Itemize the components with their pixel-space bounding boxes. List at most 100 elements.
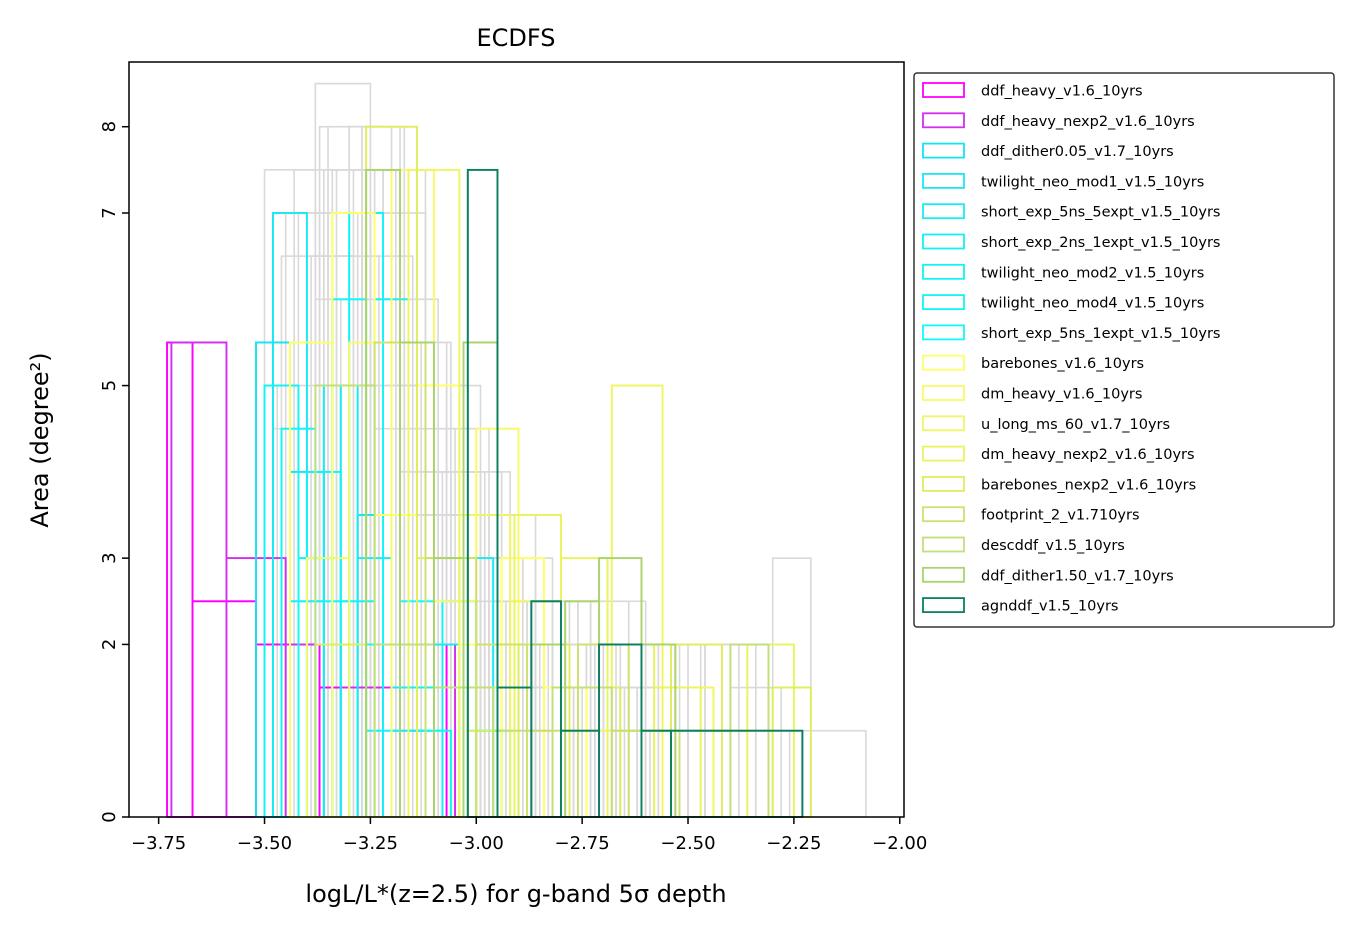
legend-swatch <box>922 597 965 613</box>
series-13 <box>314 125 812 818</box>
legend-label: ddf_heavy_v1.6_10yrs <box>981 84 1143 100</box>
y-axis-label: Area (degree²) <box>26 352 54 527</box>
background-series-2-bar-6 <box>534 600 579 818</box>
legend-label: short_exp_2ns_1expt_v1.5_10yrs <box>981 235 1220 251</box>
legend-swatch <box>922 415 965 432</box>
legend-label: short_exp_5ns_1expt_v1.5_10yrs <box>981 326 1220 342</box>
series-15-outline <box>314 384 770 817</box>
legend-label: dm_heavy_v1.6_10yrs <box>981 387 1142 403</box>
series-12-bar-0 <box>466 686 516 818</box>
background-series-7-bar-8 <box>687 729 732 818</box>
legend-label: ddf_dither1.50_v1.7_10yrs <box>981 568 1174 584</box>
legend-label: agnddf_v1.5_10yrs <box>981 599 1118 615</box>
series-17-bar-6 <box>670 729 804 818</box>
x-tick-label: −3.50 <box>237 833 292 854</box>
legend-swatch <box>922 82 965 98</box>
legend-swatch <box>922 445 965 462</box>
series-0-bar-1 <box>191 600 257 818</box>
legend-label: descddf_v1.5_10yrs <box>981 538 1125 554</box>
background-series-7-bar-7 <box>644 729 689 818</box>
legend-label: dm_heavy_nexp2_v1.6_10yrs <box>981 447 1195 463</box>
series-14 <box>373 341 681 818</box>
legend-swatch <box>922 263 965 280</box>
x-axis: −3.75 −3.50 −3.25 −3.00 −2.75 −2.50 −2.25 −2.00 <box>131 817 927 854</box>
y-tick-label: 2 <box>99 639 120 650</box>
legend-item: ddf_heavy_v1.6_10yrs <box>922 82 1143 100</box>
y-axis: 0 2 3 5 7 8 <box>99 121 129 823</box>
x-tick-label: −2.25 <box>766 833 821 854</box>
legend-swatch <box>922 354 965 371</box>
legend-item: u_long_ms_60_v1.7_10yrs <box>922 415 1170 433</box>
legend-swatch <box>922 172 965 189</box>
series-12-bar-5 <box>699 729 749 818</box>
legend-label: ddf_dither0.05_v1.7_10yrs <box>981 144 1174 160</box>
legend-item: barebones_nexp2_v1.6_10yrs <box>922 475 1196 493</box>
legend-swatch <box>922 294 965 311</box>
legend-label: twilight_neo_mod1_v1.5_10yrs <box>981 174 1204 190</box>
legend-item: ddf_dither0.05_v1.7_10yrs <box>922 142 1174 160</box>
series-1-bar-0 <box>170 341 228 818</box>
legend-item: footprint_2_v1.710yrs <box>922 506 1140 524</box>
legend-item: agnddf_v1.5_10yrs <box>922 597 1118 615</box>
series-9-outline <box>289 212 588 817</box>
x-axis-label: logL/L*(z=2.5) for g-band 5σ depth <box>305 880 726 908</box>
legend-box <box>913 72 1335 628</box>
y-tick-label: 3 <box>99 552 120 563</box>
legend-item: ddf_dither1.50_v1.7_10yrs <box>922 566 1174 584</box>
x-tick-label: −3.75 <box>131 833 186 854</box>
y-tick-label: 8 <box>99 121 120 132</box>
legend-label: footprint_2_v1.710yrs <box>981 508 1140 524</box>
legend-label: barebones_nexp2_v1.6_10yrs <box>981 477 1196 493</box>
plot-frame <box>128 61 905 818</box>
legend-label: short_exp_5ns_5expt_v1.5_10yrs <box>981 205 1220 221</box>
legend-swatch <box>922 475 965 492</box>
background-series-6-bar-8 <box>644 686 689 818</box>
series-13-outline <box>314 125 812 817</box>
legend-item: twilight_neo_mod2_v1.5_10yrs <box>922 263 1204 281</box>
background-series-2-bar-1 <box>323 169 367 818</box>
legend-label: barebones_v1.6_10yrs <box>981 356 1144 372</box>
legend-item: short_exp_5ns_5expt_v1.5_10yrs <box>922 203 1220 221</box>
legend-swatch <box>922 142 965 159</box>
legend-item: dm_heavy_v1.6_10yrs <box>922 385 1142 403</box>
legend-item: short_exp_2ns_1expt_v1.5_10yrs <box>922 233 1220 251</box>
x-tick-label: −2.00 <box>872 833 927 854</box>
series-17-bar-3 <box>560 729 600 818</box>
legend-swatch <box>922 203 965 220</box>
legend-swatch <box>922 112 965 129</box>
background-series-8-bar-8 <box>610 729 655 818</box>
legend-item: barebones_v1.6_10yrs <box>922 354 1144 372</box>
legend-item: dm_heavy_nexp2_v1.6_10yrs <box>922 445 1195 463</box>
y-tick-label: 7 <box>99 207 120 218</box>
legend-swatch <box>922 566 965 583</box>
legend-swatch <box>922 536 965 553</box>
legend-item: short_exp_5ns_1expt_v1.5_10yrs <box>922 324 1220 342</box>
legend-swatch <box>922 233 965 250</box>
legend-item: ddf_heavy_nexp2_v1.6_10yrs <box>922 112 1195 130</box>
series-13-bar-9 <box>771 686 812 818</box>
series-0-bar-2 <box>255 643 321 818</box>
background-series-1 <box>314 82 867 818</box>
background-series-1-bar-9 <box>810 729 867 818</box>
legend-swatch <box>922 324 965 341</box>
series-12 <box>466 514 795 818</box>
y-tick-label: 0 <box>99 811 120 822</box>
x-tick-label: −3.00 <box>449 833 504 854</box>
legend-item: twilight_neo_mod4_v1.5_10yrs <box>922 294 1204 312</box>
legend-label: twilight_neo_mod4_v1.5_10yrs <box>981 296 1204 312</box>
x-tick-label: −2.75 <box>555 833 610 854</box>
series-12-bar-4 <box>653 686 702 818</box>
chart-title: ECDFS <box>476 24 555 52</box>
x-tick-label: −3.25 <box>343 833 398 854</box>
legend: ddf_heavy_v1.6_10yrs ddf_heavy_nexp2_v1.6… <box>913 72 1335 628</box>
x-tick-label: −2.50 <box>660 833 715 854</box>
series-12-outline <box>466 514 795 817</box>
legend-item: descddf_v1.5_10yrs <box>922 536 1125 554</box>
legend-label: twilight_neo_mod2_v1.5_10yrs <box>981 265 1204 281</box>
legend-label: ddf_heavy_nexp2_v1.6_10yrs <box>981 114 1195 130</box>
legend-label: u_long_ms_60_v1.7_10yrs <box>981 417 1170 433</box>
legend-swatch <box>922 506 965 523</box>
background-series-0 <box>263 169 812 818</box>
y-tick-label: 5 <box>99 380 120 391</box>
